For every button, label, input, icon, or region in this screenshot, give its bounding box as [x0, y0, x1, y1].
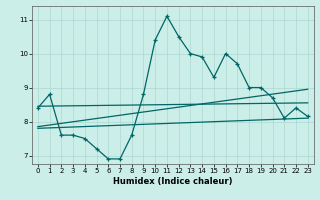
X-axis label: Humidex (Indice chaleur): Humidex (Indice chaleur): [113, 177, 233, 186]
